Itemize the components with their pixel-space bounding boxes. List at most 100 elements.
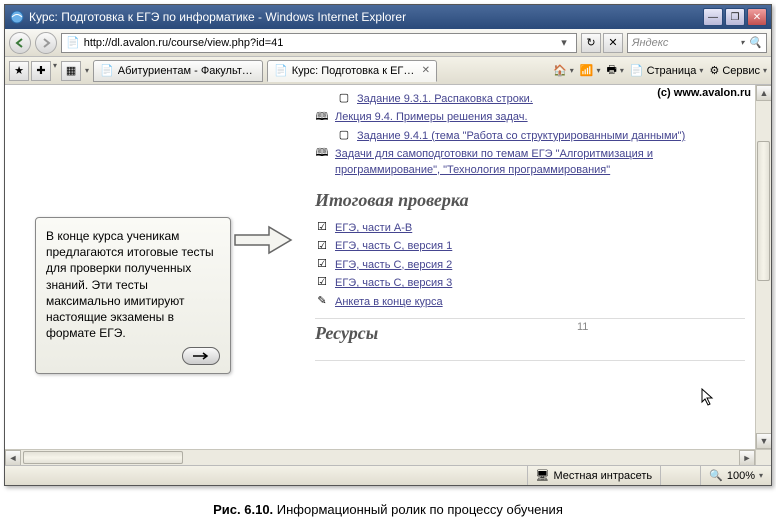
refresh-button[interactable]: ↻ xyxy=(581,33,601,53)
course-link[interactable]: Задание 9.3.1. Распаковка строки. xyxy=(357,92,533,107)
status-zone-label: Местная интрасеть xyxy=(553,470,652,482)
test-icon: ☑ xyxy=(315,276,329,290)
search-box[interactable]: Яндекс ▾ 🔍 xyxy=(627,33,767,53)
page-icon: 📄 xyxy=(630,64,644,77)
page-icon: 📄 xyxy=(100,64,114,77)
nav-bar: 📄 http://dl.avalon.ru/course/view.php?id… xyxy=(5,29,771,57)
tab-inactive[interactable]: 📄 Абитуриентам - Факультет… xyxy=(93,60,263,82)
tabs-dropdown-icon[interactable]: ▾ xyxy=(85,66,89,75)
course-item: 🕮 Лекция 9.4. Примеры решения задач. xyxy=(315,110,745,125)
section-heading: Итоговая проверка xyxy=(315,190,745,211)
section-number: 11 xyxy=(577,321,588,333)
favorites-dropdown-icon[interactable]: ▾ xyxy=(53,61,57,81)
statusbar: 🖥 Местная интрасеть 🔍 100% ▾ xyxy=(5,465,771,485)
rss-icon: 📶 xyxy=(580,64,594,77)
survey-link[interactable]: Анкета в конце курса xyxy=(335,295,443,310)
minimize-button[interactable]: ― xyxy=(703,8,723,26)
course-link[interactable]: Задание 9.4.1 (тема "Работа со структури… xyxy=(357,129,685,144)
zoom-icon: 🔍 xyxy=(709,469,723,482)
caption-text: Информационный ролик по процессу обучени… xyxy=(277,502,563,517)
vertical-scrollbar[interactable]: ▲ ▼ xyxy=(755,85,771,449)
callout-box: В конце курса ученикам предлагаются итог… xyxy=(35,217,231,374)
scroll-down-button[interactable]: ▼ xyxy=(756,433,771,449)
gear-icon: ⚙ xyxy=(709,64,719,77)
test-link[interactable]: ЕГЭ, часть C, версия 2 xyxy=(335,258,452,273)
course-link[interactable]: Лекция 9.4. Примеры решения задач. xyxy=(335,110,528,125)
scroll-corner xyxy=(755,449,771,465)
test-icon: ☑ xyxy=(315,221,329,235)
zoom-dropdown-icon[interactable]: ▾ xyxy=(759,471,763,480)
lecture-icon: 🕮 xyxy=(315,147,329,161)
survey-item: ✎ Анкета в конце курса xyxy=(315,295,745,310)
scroll-up-button[interactable]: ▲ xyxy=(756,85,771,101)
forward-button[interactable] xyxy=(35,32,57,54)
section-resources: 11 Ресурсы xyxy=(315,318,745,361)
test-item: ☑ ЕГЭ, часть C, версия 3 xyxy=(315,276,745,291)
ie-icon xyxy=(9,9,25,25)
figure-caption: Рис. 6.10. Информационный ролик по проце… xyxy=(0,502,776,517)
copyright-text: (c) www.avalon.ru xyxy=(657,87,751,99)
tab-close-icon[interactable]: ✕ xyxy=(422,65,430,76)
scroll-left-button[interactable]: ◄ xyxy=(5,450,21,465)
maximize-button[interactable]: ❐ xyxy=(725,8,745,26)
search-go-icon[interactable]: 🔍 xyxy=(748,36,762,49)
tab-active[interactable]: 📄 Курс: Подготовка к ЕГЭ… ✕ xyxy=(267,60,437,82)
tab-label: Курс: Подготовка к ЕГЭ… xyxy=(292,65,418,77)
tabs-bar: ★ ✚ ▾ ▦ ▾ 📄 Абитуриентам - Факультет… 📄 … xyxy=(5,57,771,85)
course-item: ▢ Задание 9.4.1 (тема "Работа со структу… xyxy=(337,129,745,144)
page-menu-label: Страница xyxy=(647,65,697,77)
close-button[interactable]: ✕ xyxy=(747,8,767,26)
test-icon: ☑ xyxy=(315,239,329,253)
zoom-value: 100% xyxy=(727,470,755,482)
stop-button[interactable]: ✕ xyxy=(603,33,623,53)
quick-tabs-button[interactable]: ▦ xyxy=(61,61,81,81)
print-button[interactable]: 🖶▾ xyxy=(606,61,623,80)
scroll-right-button[interactable]: ► xyxy=(739,450,755,465)
intranet-icon: 🖥 xyxy=(536,469,550,482)
search-placeholder: Яндекс xyxy=(632,37,668,49)
status-zone: 🖥 Местная интрасеть xyxy=(527,466,661,485)
test-link[interactable]: ЕГЭ, часть C, версия 1 xyxy=(335,239,452,254)
test-icon: ☑ xyxy=(315,258,329,272)
scroll-thumb[interactable] xyxy=(757,141,770,281)
search-dropdown-icon[interactable]: ▾ xyxy=(740,38,744,47)
page-icon: 📄 xyxy=(66,36,80,49)
resources-heading: Ресурсы xyxy=(315,323,745,344)
arrow-right-icon xyxy=(192,352,210,360)
caption-prefix: Рис. 6.10. xyxy=(213,502,273,517)
test-link[interactable]: ЕГЭ, части A-B xyxy=(335,221,412,236)
pointer-arrow-icon xyxy=(233,225,293,255)
ie-window: Курс: Подготовка к ЕГЭ по информатике - … xyxy=(4,4,772,486)
add-favorite-button[interactable]: ✚ xyxy=(31,61,51,81)
back-button[interactable] xyxy=(9,32,31,54)
course-item: 🕮 Задачи для самоподготовки по темам ЕГЭ… xyxy=(315,147,745,178)
test-link[interactable]: ЕГЭ, часть C, версия 3 xyxy=(335,276,452,291)
horizontal-scrollbar[interactable]: ◄ ► xyxy=(5,449,755,465)
callout-next-button[interactable] xyxy=(182,347,220,365)
course-content: ▢ Задание 9.3.1. Распаковка строки. 🕮 Ле… xyxy=(315,85,755,361)
doc-icon: ▢ xyxy=(337,92,351,106)
page-icon: 📄 xyxy=(274,64,288,77)
test-item: ☑ ЕГЭ, часть C, версия 1 xyxy=(315,239,745,254)
tab-label: Абитуриентам - Факультет… xyxy=(118,65,256,77)
address-dropdown-icon[interactable]: ▾ xyxy=(556,36,572,49)
window-title: Курс: Подготовка к ЕГЭ по информатике - … xyxy=(29,10,703,24)
tools-menu[interactable]: ⚙Сервис▾ xyxy=(709,64,767,77)
address-bar[interactable]: 📄 http://dl.avalon.ru/course/view.php?id… xyxy=(61,33,577,53)
home-button[interactable]: 🏠▾ xyxy=(553,64,574,77)
content-area: (c) www.avalon.ru В конце курса ученикам… xyxy=(5,85,771,465)
scroll-thumb[interactable] xyxy=(23,451,183,464)
favorites-button[interactable]: ★ xyxy=(9,61,29,81)
page-menu[interactable]: 📄Страница▾ xyxy=(630,64,704,77)
test-item: ☑ ЕГЭ, части A-B xyxy=(315,221,745,236)
tools-menu-label: Сервис xyxy=(722,65,760,77)
course-link[interactable]: Задачи для самоподготовки по темам ЕГЭ "… xyxy=(335,147,745,178)
zoom-control[interactable]: 🔍 100% ▾ xyxy=(700,466,771,485)
print-icon: 🖶 xyxy=(606,61,616,80)
url-text: http://dl.avalon.ru/course/view.php?id=4… xyxy=(84,37,552,49)
survey-icon: ✎ xyxy=(315,295,329,309)
titlebar: Курс: Подготовка к ЕГЭ по информатике - … xyxy=(5,5,771,29)
feeds-button[interactable]: 📶▾ xyxy=(580,64,601,77)
callout-text: В конце курса ученикам предлагаются итог… xyxy=(46,228,220,341)
status-spacer xyxy=(660,466,700,485)
